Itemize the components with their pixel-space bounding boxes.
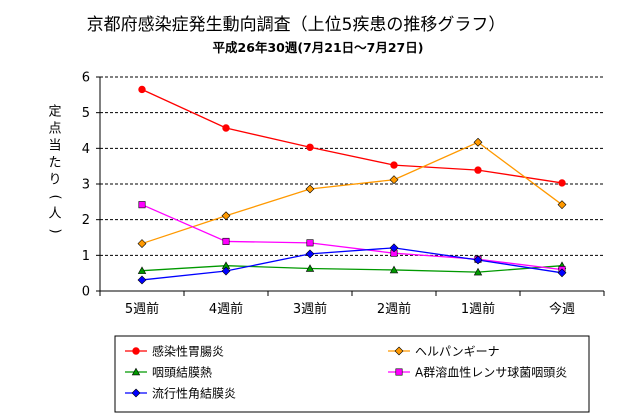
data-point — [305, 184, 315, 194]
data-point — [222, 124, 230, 132]
y-tick-label: 1 — [82, 249, 90, 264]
y-tick-label: 5 — [82, 106, 90, 121]
series-line — [141, 141, 563, 245]
x-tick-labels: 5週前 4週前 3週前 2週前 1週前 今週 — [125, 301, 575, 317]
legend-marker — [131, 367, 141, 376]
legend-item: 咽頭結膜熱 — [125, 366, 212, 380]
x-tick-label: 1週前 — [461, 301, 495, 317]
legend-label: 流行性角結膜炎 — [152, 387, 236, 401]
x-tick-label: 2週前 — [377, 301, 411, 317]
y-tick-label: 3 — [82, 178, 90, 193]
legend-item: A群溶血性レンサ球菌咽頭炎 — [388, 365, 567, 380]
legend-marker — [395, 368, 403, 376]
data-point — [137, 266, 147, 274]
chart-subtitle: 平成26年30週(7月21日～7月27日) — [213, 40, 424, 55]
x-tick-label: 5週前 — [125, 301, 159, 317]
legend-item: 感染性胃腸炎 — [125, 344, 224, 359]
chart-title: 京都府感染症発生動向調査（上位5疾患の推移グラフ） — [87, 15, 506, 35]
y-tick-label: 0 — [82, 285, 90, 300]
data-point — [557, 200, 567, 210]
axes — [96, 76, 605, 296]
data-point — [221, 211, 231, 221]
y-tick-label: 4 — [82, 142, 90, 157]
legend-item: ヘルパンギーナ — [388, 345, 500, 359]
data-point — [305, 249, 315, 259]
x-tick-label: 今週 — [549, 301, 575, 317]
y-axis-label-char: た — [48, 156, 61, 171]
y-tick-labels: 0 1 2 3 4 5 6 — [82, 71, 90, 300]
data-point — [389, 265, 399, 274]
data-point — [473, 137, 483, 147]
series-5 — [137, 243, 567, 285]
legend-label: ヘルパンギーナ — [415, 345, 500, 359]
y-axis-label-char: ( — [48, 194, 63, 199]
data-point — [389, 175, 399, 185]
data-point — [474, 166, 482, 174]
data-point — [473, 255, 483, 265]
y-axis-label-char: 当 — [48, 139, 61, 154]
series-line — [141, 265, 563, 273]
data-point — [389, 243, 399, 253]
data-point — [138, 201, 146, 209]
y-axis-label-char: ) — [48, 228, 63, 233]
series-line — [141, 88, 563, 184]
data-point — [221, 266, 231, 276]
y-axis-label-char: 人 — [48, 207, 61, 222]
data-point — [138, 85, 146, 94]
series-2 — [137, 137, 567, 248]
data-point — [222, 237, 230, 245]
data-point — [305, 264, 315, 272]
y-tick-label: 2 — [82, 213, 90, 228]
legend-marker — [131, 388, 141, 398]
gridlines — [100, 76, 604, 256]
legend-marker — [132, 347, 140, 355]
series — [137, 85, 567, 285]
legend-box — [114, 335, 590, 413]
data-point — [390, 161, 398, 169]
y-axis-label-char: り — [48, 173, 61, 188]
data-point — [137, 275, 147, 285]
data-point — [558, 179, 566, 187]
y-tick-label: 6 — [82, 71, 90, 86]
y-axis-label-char: 点 — [48, 122, 61, 137]
data-point — [306, 143, 314, 151]
x-tick-label: 3週前 — [293, 301, 327, 317]
series-3 — [137, 261, 567, 276]
y-axis-label-char: 定 — [48, 105, 61, 120]
data-point — [306, 239, 314, 247]
legend-label: A群溶血性レンサ球菌咽頭炎 — [415, 365, 567, 380]
series-line — [141, 247, 563, 281]
series-4 — [138, 201, 566, 274]
series-line — [141, 204, 563, 271]
legend-item: 流行性角結膜炎 — [125, 387, 236, 401]
legend-marker — [394, 346, 404, 356]
data-point — [557, 268, 567, 278]
legend-label: 感染性胃腸炎 — [152, 344, 224, 359]
data-point — [473, 267, 483, 276]
series-1 — [138, 85, 566, 187]
x-tick-label: 4週前 — [209, 301, 243, 317]
legend-label: 咽頭結膜熱 — [152, 366, 212, 380]
data-point — [137, 239, 147, 248]
